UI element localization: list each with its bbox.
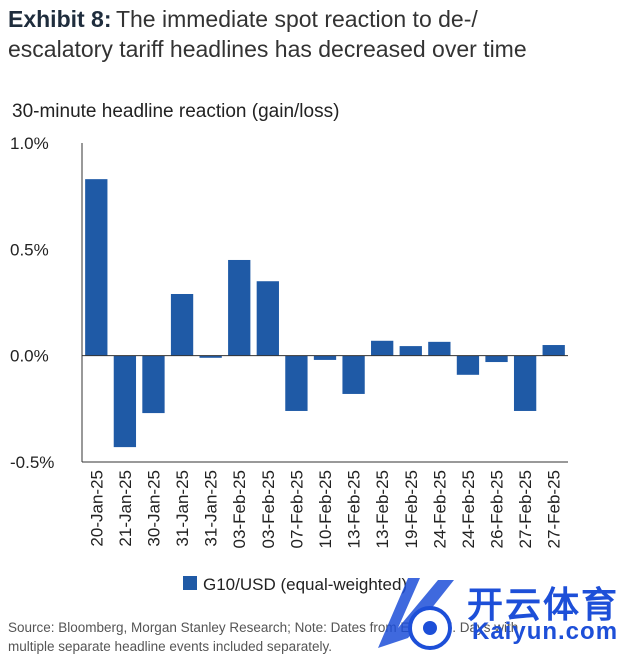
title-block: Exhibit 8: The immediate spot reaction t… bbox=[8, 2, 632, 63]
bar bbox=[485, 355, 508, 363]
bar bbox=[342, 355, 365, 394]
x-tick-label: 07-Feb-25 bbox=[287, 470, 306, 548]
x-tick-label: 26-Feb-25 bbox=[488, 470, 507, 548]
x-tick-label: 19-Feb-25 bbox=[402, 470, 421, 548]
bar bbox=[228, 259, 251, 356]
legend-label: G10/USD (equal-weighted) bbox=[203, 575, 407, 594]
y-tick-label: 0.0% bbox=[10, 347, 49, 366]
bar bbox=[113, 355, 137, 448]
bar bbox=[542, 345, 565, 356]
bar bbox=[142, 355, 165, 414]
title-line-2: escalatory tariff headlines has decrease… bbox=[8, 36, 632, 63]
bar bbox=[170, 293, 194, 356]
y-tick-label: -0.5% bbox=[10, 453, 54, 472]
bar bbox=[428, 341, 451, 356]
x-tick-label: 03-Feb-25 bbox=[259, 470, 278, 548]
bar bbox=[85, 179, 108, 356]
source-line-2: multiple separate headline events includ… bbox=[8, 639, 332, 654]
title-line-1: Exhibit 8: The immediate spot reaction t… bbox=[8, 2, 632, 36]
x-tick-label: 13-Feb-25 bbox=[345, 470, 364, 548]
x-tick-label: 10-Feb-25 bbox=[316, 470, 335, 548]
x-tick-label: 20-Jan-25 bbox=[87, 470, 106, 547]
watermark-logo-icon bbox=[378, 578, 454, 650]
bar bbox=[456, 355, 480, 375]
y-tick-label: 1.0% bbox=[10, 134, 49, 153]
bar bbox=[399, 346, 422, 356]
bar bbox=[313, 355, 337, 360]
bar bbox=[513, 355, 537, 411]
x-tick-label: 21-Jan-25 bbox=[116, 470, 135, 547]
x-tick-label: 03-Feb-25 bbox=[230, 470, 249, 548]
watermark-text-cn: 开云体育 bbox=[467, 584, 620, 625]
x-tick-label: 24-Feb-25 bbox=[459, 470, 478, 548]
watermark: 开云体育 Kaiyun.com bbox=[368, 568, 636, 663]
bar-chart: 30-minute headline reaction (gain/loss) 1… bbox=[10, 101, 568, 594]
chart-title: 30-minute headline reaction (gain/loss) bbox=[12, 101, 339, 122]
x-tick-label: 30-Jan-25 bbox=[144, 470, 163, 547]
x-tick-label: 27-Feb-25 bbox=[516, 470, 535, 548]
x-tick-label: 13-Feb-25 bbox=[373, 470, 392, 548]
title-text-line1: The immediate spot reaction to de-/ bbox=[115, 6, 478, 32]
x-tick-label: 31-Jan-25 bbox=[202, 470, 221, 547]
title-text-line2: escalatory tariff headlines has decrease… bbox=[8, 36, 527, 62]
bar bbox=[199, 355, 222, 358]
legend-swatch bbox=[183, 576, 197, 590]
bar bbox=[371, 340, 394, 356]
watermark-text-en: Kaiyun.com bbox=[472, 618, 619, 645]
bar bbox=[285, 355, 308, 411]
x-tick-label: 24-Feb-25 bbox=[430, 470, 449, 548]
x-tick-label: 27-Feb-25 bbox=[545, 470, 564, 548]
exhibit-label: Exhibit 8: bbox=[8, 6, 112, 32]
x-tick-label: 31-Jan-25 bbox=[173, 470, 192, 547]
bar bbox=[256, 281, 279, 356]
y-tick-label: 0.5% bbox=[10, 240, 49, 259]
